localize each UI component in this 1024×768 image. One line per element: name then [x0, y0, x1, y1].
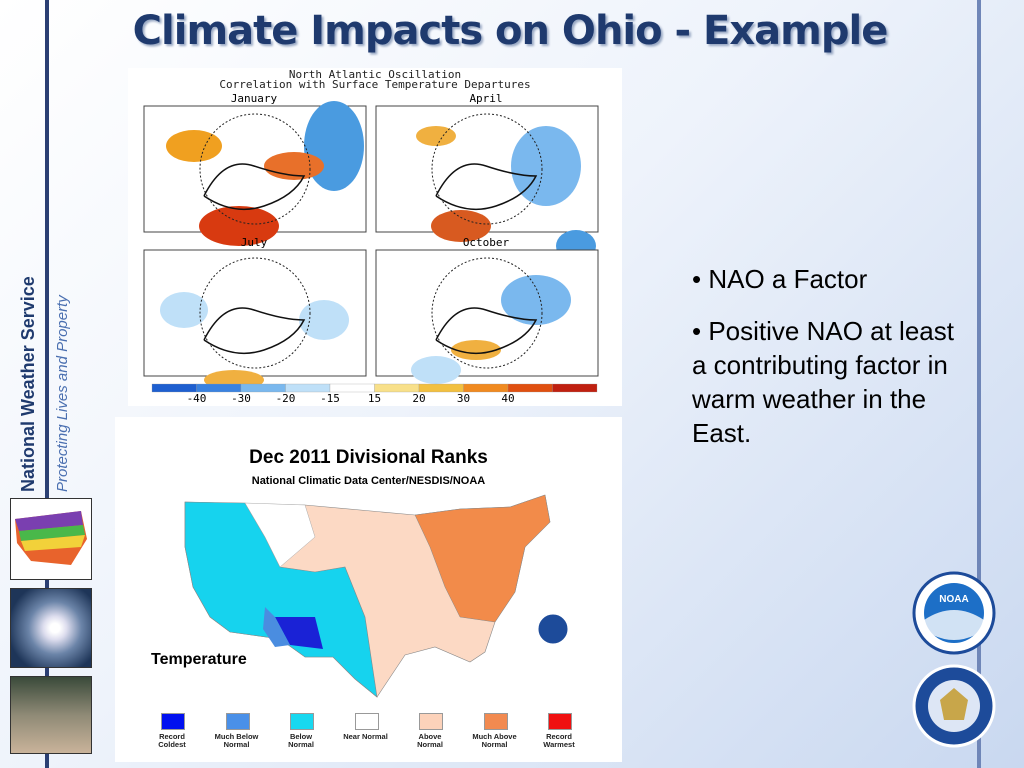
legend-label: Below Normal: [288, 732, 314, 749]
anomaly: [431, 210, 491, 242]
legend-label: Above Normal: [417, 732, 443, 749]
coast: [435, 307, 538, 355]
noaa-logo-text: NOAA: [939, 594, 968, 605]
continent: [199, 113, 311, 225]
continent: [199, 257, 311, 369]
colorbar-label: 40: [501, 392, 514, 405]
coast: [435, 163, 538, 211]
legend-label: Near Normal: [343, 732, 388, 741]
tagline: Protecting Lives and Property: [54, 295, 71, 492]
map-variable: Temperature: [151, 651, 247, 668]
legend-swatch: [354, 713, 379, 730]
colorbar-swatch: [196, 383, 242, 393]
logos: NOAA: [912, 571, 996, 748]
ranks-figure: Dec 2011 Divisional Ranks National Clima…: [115, 417, 622, 762]
bullet-list: • NAO a Factor • Positive NAO at least a …: [692, 262, 962, 468]
figure-title: Dec 2011 Divisional Ranks: [249, 447, 488, 468]
panel-label: April: [469, 92, 502, 105]
colorbar-label: 30: [457, 392, 470, 405]
org-name: National Weather Service: [18, 276, 38, 492]
slide-title: Climate Impacts on Ohio - Example: [132, 8, 889, 54]
legend-swatch: [225, 713, 250, 730]
bullet: • Positive NAO at least a contributing f…: [692, 316, 954, 448]
panel-label: October: [463, 236, 510, 249]
legend-swatch: [483, 713, 508, 730]
colorbar-swatch: [151, 383, 197, 393]
colorbar-swatch: [285, 383, 331, 393]
continent: [431, 113, 543, 225]
colorbar-swatch: [329, 383, 375, 393]
anomaly: [451, 340, 501, 360]
thumbnail: [10, 498, 92, 580]
nao-figure: North Atlantic Oscillation Correlation w…: [128, 68, 622, 406]
colorbar-label: -30: [231, 392, 251, 405]
anomaly: [304, 101, 364, 191]
colorbar-label: 20: [412, 392, 425, 405]
anomaly: [160, 292, 208, 328]
legend-swatch: [161, 713, 185, 730]
legend-swatch: [419, 713, 443, 730]
us-map: [184, 494, 571, 698]
legend-label: Much Above Normal: [472, 732, 517, 749]
figure-title: North Atlantic Oscillation: [288, 68, 462, 81]
legend: Record Coldest Much Below Normal Below Nor…: [149, 713, 609, 758]
legend-label: Record Coldest: [158, 732, 186, 749]
colorbar-label: -40: [187, 392, 207, 405]
colorbar-swatch: [552, 383, 598, 393]
side-bar: [977, 0, 981, 768]
anomaly: [411, 356, 461, 384]
panel-label: January: [231, 92, 278, 105]
nao-maps: January April July October -40 -30 -20 -15 15 20 3…: [143, 92, 599, 405]
anomaly: [416, 126, 456, 146]
legend-label: Much Below Normal: [214, 732, 259, 749]
colorbar-swatch: [463, 383, 509, 393]
legend-swatch: [548, 713, 572, 730]
side-bar: [45, 0, 49, 768]
figure-subtitle: Correlation with Surface Temperature Dep…: [219, 78, 531, 91]
bullet: • NAO a Factor: [692, 264, 868, 294]
anomaly: [501, 275, 571, 325]
colorbar-label: -20: [276, 392, 296, 405]
figure-subtitle: National Climatic Data Center/NESDIS/NOA…: [251, 475, 486, 487]
colorbar-label: 15: [368, 392, 381, 405]
panel-label: July: [241, 236, 268, 249]
anomaly: [166, 130, 222, 162]
anomaly: [299, 300, 349, 340]
continent: [431, 257, 543, 369]
thumbnail: [10, 588, 92, 668]
colorbar-swatch: [507, 383, 553, 393]
colorbar-swatch: [418, 383, 464, 393]
legend-swatch: [290, 713, 314, 730]
coast: [203, 307, 306, 355]
colorbar-label: -15: [320, 392, 340, 405]
anomaly: [199, 206, 279, 246]
thumbnail: [10, 676, 92, 754]
colorbar-swatch: [240, 383, 286, 393]
colorbar-swatch: [374, 383, 420, 393]
legend-label: Record Warmest: [543, 732, 575, 749]
coast: [203, 163, 306, 211]
